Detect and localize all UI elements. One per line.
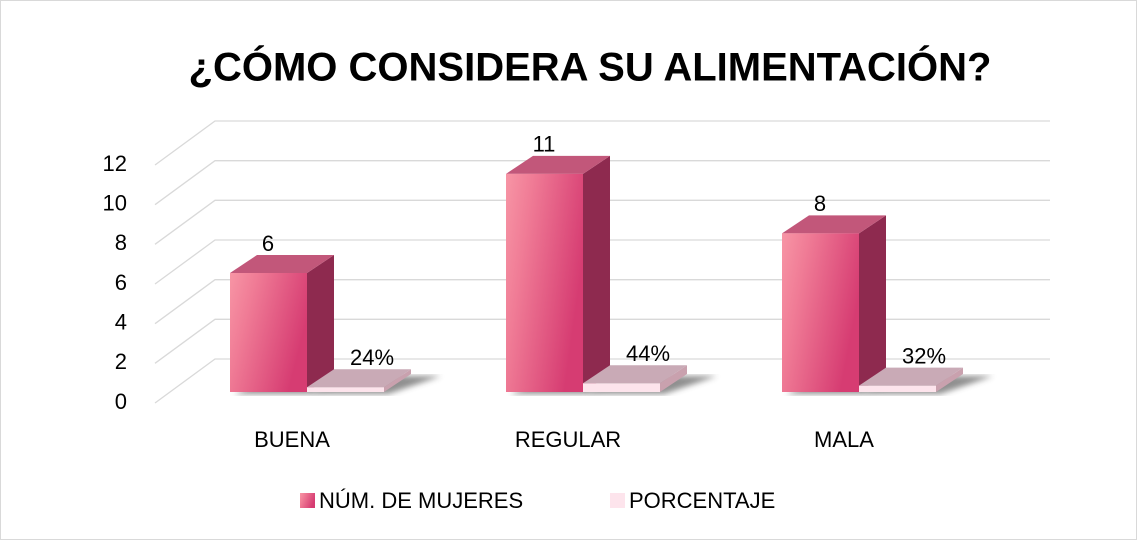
grid-line — [154, 358, 1050, 404]
x-tick-label: MALA — [814, 427, 874, 452]
grid-line — [154, 239, 1050, 285]
grid-line — [154, 199, 1050, 245]
y-tick-label: 4 — [115, 309, 127, 334]
y-tick-label: 12 — [103, 151, 127, 176]
data-label: 24% — [350, 345, 394, 370]
bar-side — [859, 215, 886, 392]
data-label: 32% — [902, 343, 946, 368]
legend-label: PORCENTAJE — [629, 488, 775, 513]
bar-side — [583, 155, 610, 392]
bar-top — [859, 367, 963, 386]
data-label: 6 — [262, 231, 274, 256]
grid-line — [154, 318, 1050, 364]
bar-side — [936, 367, 963, 392]
grid-line — [154, 120, 1050, 166]
x-tick-label: BUENA — [254, 427, 330, 452]
bar-top — [230, 255, 334, 273]
data-label: 44% — [626, 341, 670, 366]
y-tick-label: 8 — [115, 230, 127, 255]
y-tick-label: 10 — [103, 190, 127, 215]
y-tick-label: 0 — [115, 389, 127, 414]
x-tick-label: REGULAR — [515, 427, 621, 452]
data-label: 11 — [533, 132, 556, 157]
bar — [307, 387, 384, 392]
bar-side — [307, 255, 334, 392]
bar-top — [307, 369, 411, 388]
bar — [230, 273, 307, 392]
legend-swatch — [610, 493, 625, 508]
bar — [506, 173, 583, 392]
data-label: 8 — [814, 191, 826, 216]
bar-side — [384, 369, 411, 392]
bar — [782, 233, 859, 392]
grid-line — [154, 279, 1050, 325]
bar-side — [660, 365, 687, 392]
legend-swatch — [300, 493, 315, 508]
y-tick-label: 6 — [115, 270, 127, 295]
legend-label: NÚM. DE MUJERES — [319, 488, 523, 513]
bar — [583, 383, 660, 392]
chart-title: ¿CÓMO CONSIDERA SU ALIMENTACIÓN? — [189, 44, 992, 90]
bar — [859, 385, 936, 392]
bar-top — [782, 215, 886, 234]
bar-top — [506, 155, 610, 174]
bar-top — [583, 365, 687, 384]
grid-line — [154, 160, 1050, 206]
y-tick-label: 2 — [115, 349, 127, 374]
